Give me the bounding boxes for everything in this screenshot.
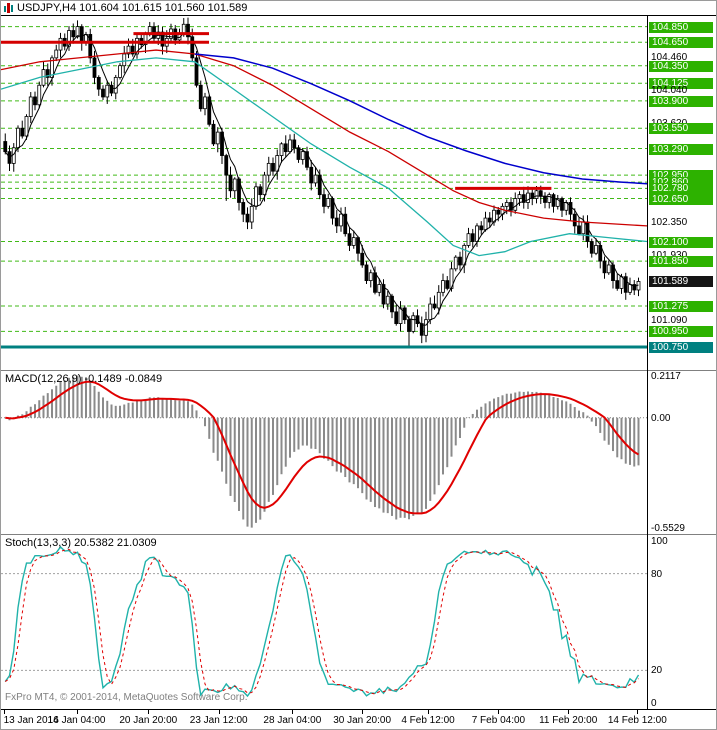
price-scale-label: 104.125	[649, 78, 713, 90]
price-scale-label: 104.650	[649, 37, 713, 49]
time-axis-label: 16 Jan 04:00	[47, 715, 106, 726]
time-axis-label: 11 Feb 20:00	[539, 715, 598, 726]
time-axis-tick	[428, 710, 429, 714]
copyright-text: FxPro MT4, © 2001-2014, MetaQuotes Softw…	[5, 692, 248, 703]
separator-bottom	[1, 709, 716, 710]
chart-icon	[4, 3, 13, 13]
main-chart-svg	[1, 17, 647, 349]
stochastic-scale[interactable]: 100 80 20 0	[649, 535, 716, 709]
stoch-scale-label: 0	[651, 697, 657, 709]
price-scale-label: 102.860	[649, 177, 713, 189]
symbol-title: USDJPY,H4 101.604 101.615 101.560 101.58…	[17, 2, 248, 14]
macd-signal-line	[5, 380, 640, 515]
ma-medium	[1, 57, 647, 257]
time-axis-tick	[148, 710, 150, 714]
stochastic-label: Stoch(13,3,3) 20.5382 21.0309	[5, 537, 157, 549]
macd-histogram	[8, 375, 640, 528]
moving-averages-layer	[1, 32, 647, 326]
price-scale-label: 102.950	[649, 170, 713, 182]
time-axis-label: 30 Jan 20:00	[333, 715, 392, 726]
price-scale-label: 103.550	[649, 123, 713, 135]
price-scale-label: 100.950	[649, 326, 713, 338]
time-axis-tick	[292, 710, 294, 714]
time-axis-tick	[498, 710, 500, 714]
macd-svg	[1, 375, 647, 528]
level-lines-layer	[1, 26, 647, 332]
stoch-d-line	[4, 548, 639, 695]
time-axis-tick	[637, 710, 639, 714]
price-scale-label: 101.850	[649, 256, 713, 268]
time-axis-tick	[362, 710, 364, 714]
price-scale-label: 104.460	[651, 52, 688, 64]
price-scale-label: 100.750	[649, 342, 713, 354]
macd-label: MACD(12,26,9) -0.1489 -0.0849	[5, 373, 163, 385]
price-scale-label: 101.090	[651, 315, 688, 327]
stoch-scale-label: 100	[651, 536, 668, 548]
time-axis-label: 13 Jan 2014	[3, 715, 59, 726]
time-axis-tick	[568, 710, 570, 714]
ma-fast	[4, 32, 639, 326]
price-scale-label: 102.650	[649, 193, 713, 205]
stoch-scale-label: 20	[651, 665, 663, 677]
main-chart-panel[interactable]	[1, 16, 647, 370]
price-scale-label: 101.589	[649, 276, 713, 288]
time-axis-label: 23 Jan 12:00	[189, 715, 248, 726]
time-axis-tick	[218, 710, 220, 714]
time-axis[interactable]: 13 Jan 2014 16 Jan 04:00 20 Jan 20:00 23 Ja…	[1, 710, 716, 729]
time-axis-label: 14 Feb 12:00	[607, 715, 667, 726]
price-scale-label: 102.350	[651, 216, 688, 228]
symbol-bar: USDJPY,H4 101.604 101.615 101.560 101.58…	[4, 2, 247, 14]
time-axis-label: 28 Jan 04:00	[263, 715, 322, 726]
price-scale-label: 101.930	[651, 250, 687, 261]
ma-slowest	[194, 53, 647, 185]
main-price-scale[interactable]: 104.850 104.650 104.460 104.350 104.125 104.0…	[649, 16, 716, 370]
price-scale-label: 102.100	[649, 236, 713, 248]
price-scale-label: 104.040	[651, 84, 688, 96]
stoch-scale-label: 80	[651, 568, 663, 580]
price-scale-label: 104.350	[649, 60, 713, 72]
price-scale-label: 103.290	[649, 143, 713, 155]
separator-top	[1, 15, 716, 16]
price-scale-separator	[647, 15, 648, 709]
price-scale-label: 103.900	[649, 95, 713, 107]
price-scale-label: 102.780	[649, 183, 713, 195]
price-scale-label: 101.275	[649, 300, 713, 312]
separator-main-macd	[1, 370, 716, 371]
macd-scale-label: 0.00	[651, 412, 671, 424]
separator-macd-stoch	[1, 534, 716, 535]
ma-slow	[1, 49, 647, 227]
time-axis-label: 7 Feb 04:00	[471, 715, 526, 726]
stochastic-panel[interactable]: Stoch(13,3,3) 20.5382 21.0309 FxPro MT4,…	[1, 535, 647, 709]
macd-panel[interactable]: MACD(12,26,9) -0.1489 -0.0849	[1, 371, 647, 534]
price-scale-label: 104.850	[649, 21, 713, 33]
stochastic-svg	[1, 545, 647, 698]
time-axis-label: 20 Jan 20:00	[119, 715, 178, 726]
time-axis-tick	[3, 710, 5, 714]
stoch-k-line	[4, 545, 640, 698]
candles-layer	[3, 17, 641, 346]
macd-scale-label: -0.5529	[651, 522, 685, 534]
time-axis-label: 4 Feb 12:00	[401, 715, 455, 726]
time-axis-tick	[76, 710, 78, 714]
macd-scale[interactable]: 0.2117 0.00 -0.5529	[649, 371, 716, 534]
macd-scale-label: 0.2117	[651, 371, 681, 382]
